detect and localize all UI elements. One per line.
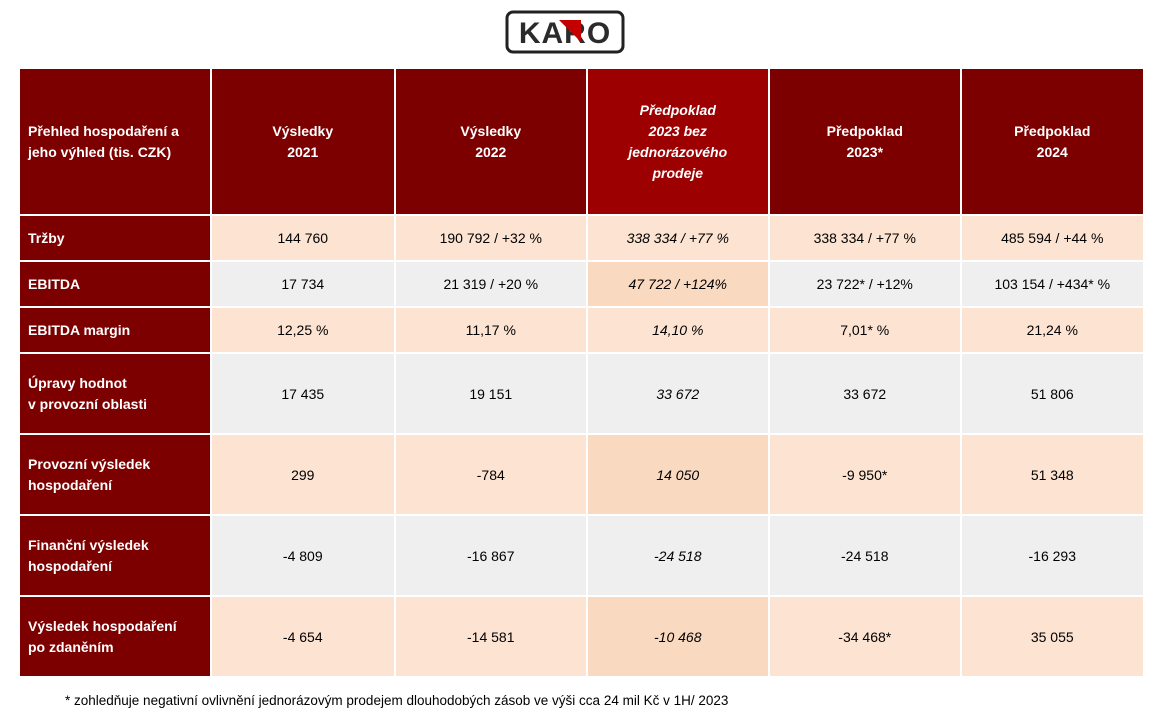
cell: -784 (396, 435, 586, 514)
cell: 485 594 / +44 % (961, 216, 1143, 260)
cell: 144 760 (211, 216, 394, 260)
row-label: EBITDA (20, 262, 210, 306)
table-row-vysledek-po-zdaneni: Výsledek hospodaření po zdaněním -4 654 … (20, 597, 1143, 676)
header-label: Přehled hospodaření a jeho výhled (tis. … (20, 69, 210, 214)
row-label: Úpravy hodnot v provozní oblasti (20, 354, 210, 433)
karo-logo-icon: KARO (505, 10, 625, 54)
table-row-ebitda: EBITDA 17 734 21 319 / +20 % 47 722 / +1… (20, 262, 1143, 306)
cell: 7,01* % (769, 308, 960, 352)
table-row-provozni-vysledek: Provozní výsledek hospodaření 299 -784 1… (20, 435, 1143, 514)
cell: 51 806 (961, 354, 1143, 433)
cell: 51 348 (961, 435, 1143, 514)
cell: -14 581 (396, 597, 586, 676)
cell: 299 (211, 435, 394, 514)
cell: -24 518 (769, 516, 960, 595)
row-label: Finanční výsledek hospodaření (20, 516, 210, 595)
cell: -16 293 (961, 516, 1143, 595)
row-label: Výsledek hospodaření po zdaněním (20, 597, 210, 676)
cell: -34 468* (769, 597, 960, 676)
cell: 47 722 / +124% (587, 262, 768, 306)
cell: 103 154 / +434* % (961, 262, 1143, 306)
header-col-2023-excl: Předpoklad 2023 bez jednorázového prodej… (587, 69, 768, 214)
cell: -4 809 (211, 516, 394, 595)
cell: 17 734 (211, 262, 394, 306)
cell: 21 319 / +20 % (396, 262, 586, 306)
cell: -10 468 (587, 597, 768, 676)
cell: 338 334 / +77 % (769, 216, 960, 260)
table-row-ebitda-margin: EBITDA margin 12,25 % 11,17 % 14,10 % 7,… (20, 308, 1143, 352)
row-label: Provozní výsledek hospodaření (20, 435, 210, 514)
cell: 33 672 (769, 354, 960, 433)
cell: 338 334 / +77 % (587, 216, 768, 260)
table-row-trzby: Tržby 144 760 190 792 / +32 % 338 334 / … (20, 216, 1143, 260)
cell: 14,10 % (587, 308, 768, 352)
footnote: * zohledňuje negativní ovlivnění jednorá… (65, 693, 729, 708)
cell: -24 518 (587, 516, 768, 595)
cell: 190 792 / +32 % (396, 216, 586, 260)
header-row: Přehled hospodaření a jeho výhled (tis. … (20, 69, 1143, 214)
cell: 23 722* / +12% (769, 262, 960, 306)
cell: -16 867 (396, 516, 586, 595)
table-row-financni-vysledek: Finanční výsledek hospodaření -4 809 -16… (20, 516, 1143, 595)
header-col-2022: Výsledky 2022 (396, 69, 586, 214)
cell: 17 435 (211, 354, 394, 433)
karo-logo: KARO (505, 10, 625, 54)
financial-overview-table: Přehled hospodaření a jeho výhled (tis. … (18, 67, 1145, 678)
header-col-2024: Předpoklad 2024 (961, 69, 1143, 214)
cell: 21,24 % (961, 308, 1143, 352)
cell: 35 055 (961, 597, 1143, 676)
cell: -9 950* (769, 435, 960, 514)
cell: 14 050 (587, 435, 768, 514)
cell: -4 654 (211, 597, 394, 676)
row-label: EBITDA margin (20, 308, 210, 352)
table-row-upravy-hodnot: Úpravy hodnot v provozní oblasti 17 435 … (20, 354, 1143, 433)
cell: 11,17 % (396, 308, 586, 352)
cell: 19 151 (396, 354, 586, 433)
row-label: Tržby (20, 216, 210, 260)
cell: 33 672 (587, 354, 768, 433)
cell: 12,25 % (211, 308, 394, 352)
header-col-2021: Výsledky 2021 (211, 69, 394, 214)
header-col-2023: Předpoklad 2023* (769, 69, 960, 214)
